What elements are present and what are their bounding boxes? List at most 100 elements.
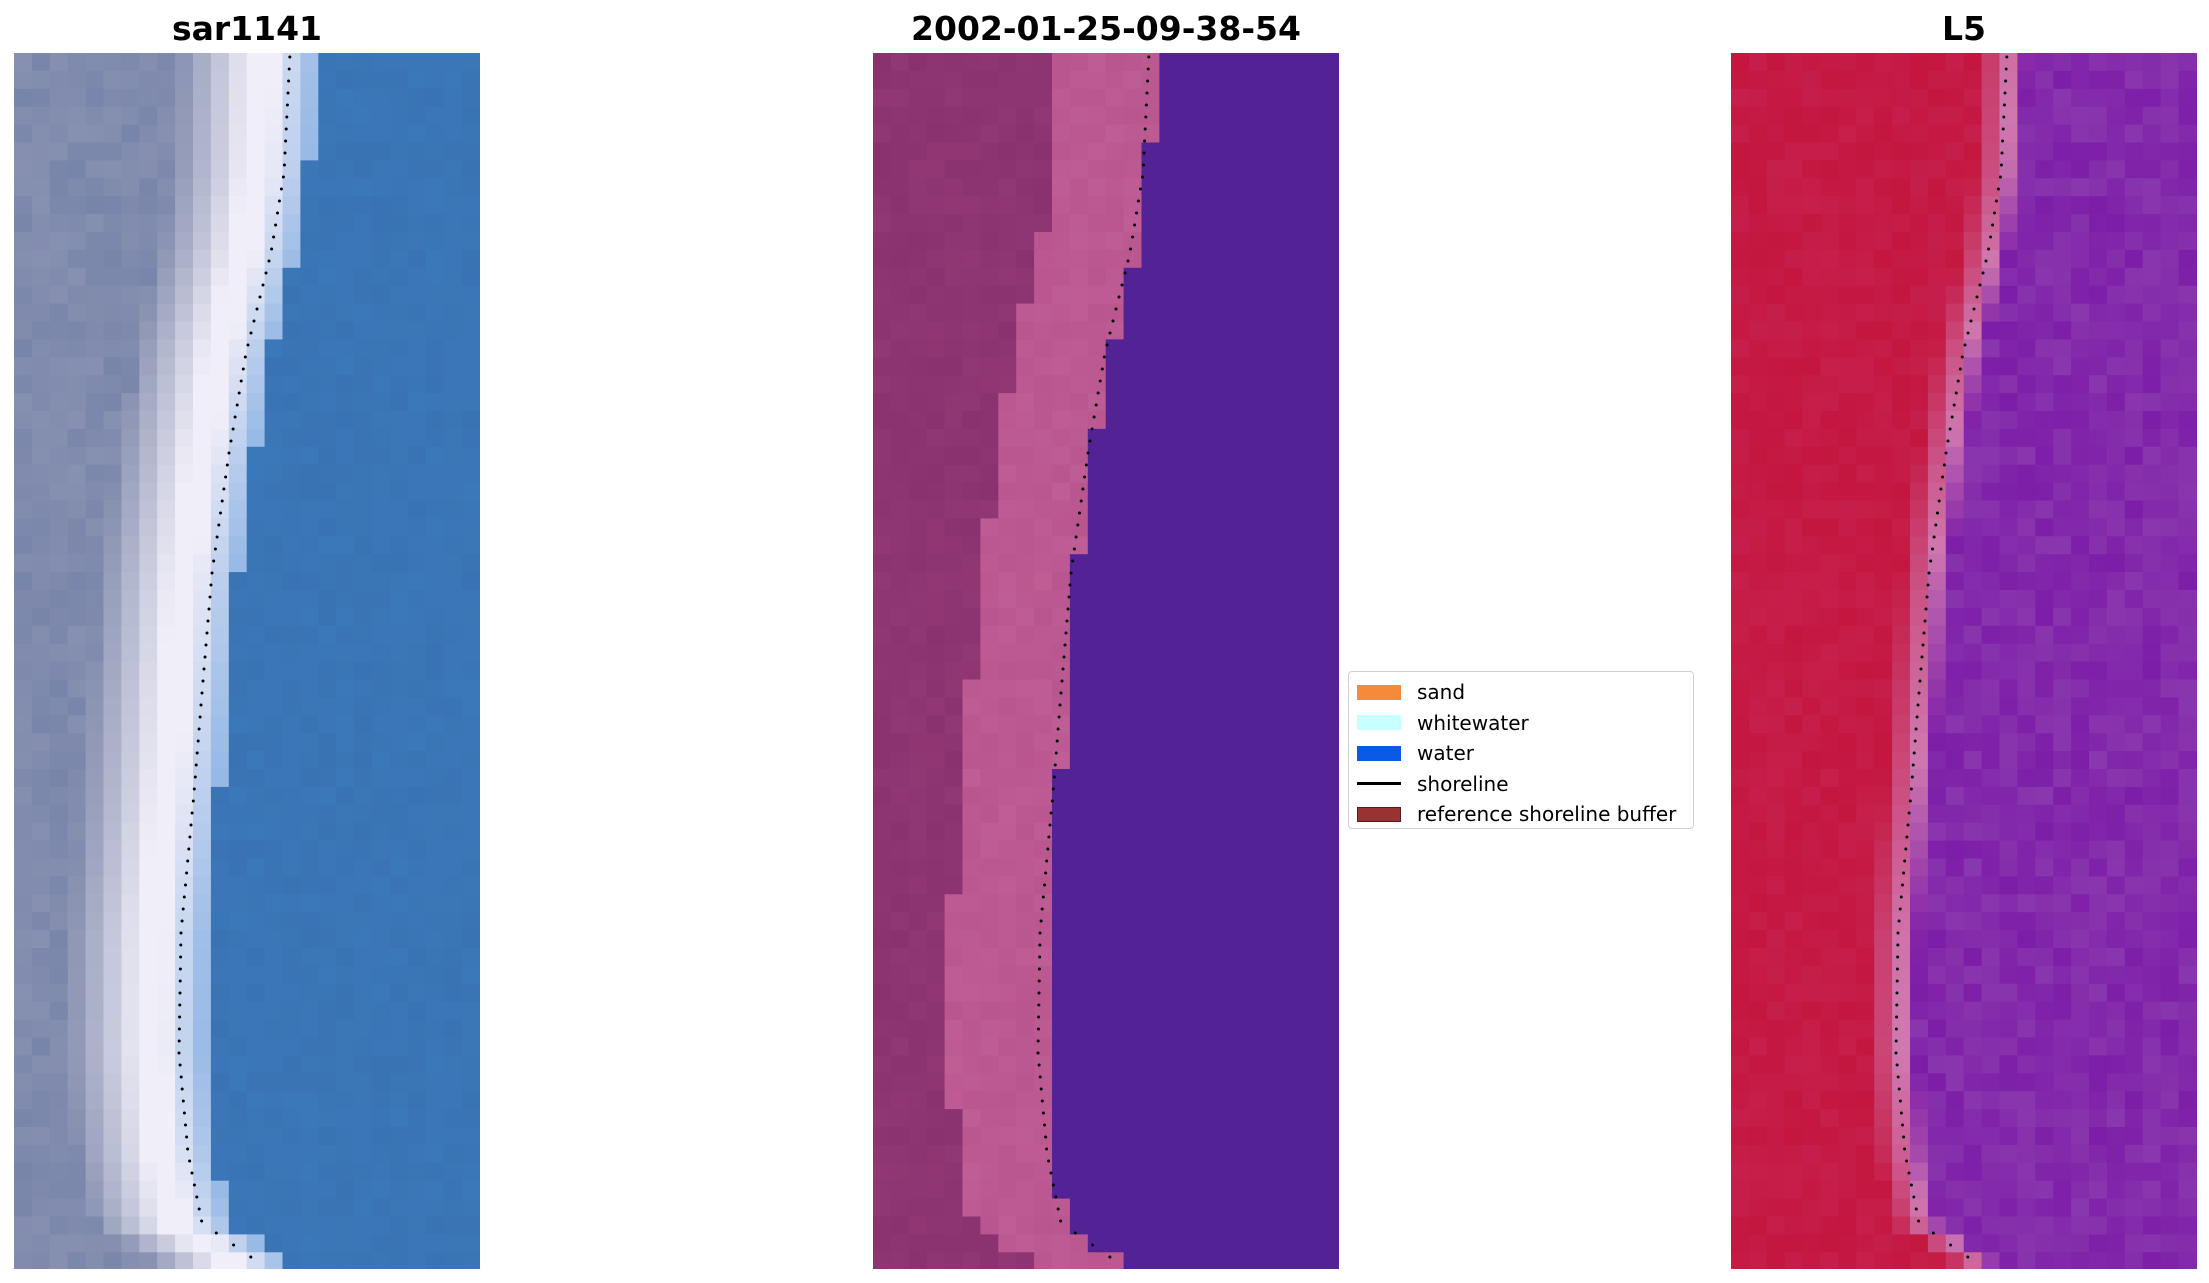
image-pixel [318, 786, 337, 806]
image-pixel [157, 1019, 176, 1039]
shoreline-point [1038, 1075, 1042, 1079]
image-pixel [1034, 1252, 1053, 1269]
image-pixel [2017, 160, 2036, 179]
image-pixel [31, 554, 51, 573]
image-pixel [2160, 715, 2180, 734]
image-pixel [139, 554, 158, 573]
image-pixel [264, 1198, 284, 1218]
image-pixel [282, 1162, 301, 1182]
image-pixel [67, 1216, 87, 1235]
image-pixel [1195, 983, 1214, 1003]
image-pixel [389, 214, 409, 233]
image-pixel [1159, 339, 1178, 358]
image-pixel [1320, 428, 1339, 448]
shoreline-point [243, 355, 247, 359]
image-pixel [425, 196, 445, 215]
image-pixel [121, 625, 140, 645]
image-pixel [908, 214, 928, 233]
image-pixel [1141, 625, 1160, 645]
image-pixel [2017, 482, 2036, 502]
image-pixel [318, 53, 337, 72]
image-pixel [1731, 715, 1750, 734]
image-pixel [157, 428, 176, 448]
shoreline-point [185, 1135, 189, 1139]
image-pixel [2089, 733, 2108, 752]
image-pixel [1213, 1091, 1232, 1110]
image-pixel [1231, 607, 1250, 627]
image-pixel [354, 1001, 373, 1021]
shoreline-point [1039, 919, 1043, 923]
image-pixel [1052, 1162, 1071, 1182]
image-pixel [1820, 715, 1839, 734]
image-pixel [49, 840, 69, 860]
image-pixel [1159, 590, 1178, 609]
image-pixel [175, 393, 194, 412]
image-pixel [980, 1144, 999, 1164]
image-pixel [372, 590, 391, 609]
image-pixel [1195, 661, 1214, 681]
image-pixel [2053, 303, 2072, 323]
image-pixel [1945, 393, 1965, 412]
image-pixel [2106, 232, 2126, 251]
image-pixel [67, 822, 87, 842]
image-pixel [354, 930, 373, 949]
image-pixel [1123, 1252, 1143, 1269]
image-pixel [873, 375, 892, 394]
image-pixel [1766, 751, 1786, 770]
image-pixel [962, 1216, 981, 1235]
image-pixel [1766, 303, 1786, 323]
image-pixel [1320, 894, 1339, 913]
image-pixel [193, 124, 212, 144]
image-pixel [890, 876, 910, 895]
image-pixel [193, 1180, 212, 1200]
image-pixel [228, 948, 248, 967]
image-pixel [1910, 249, 1929, 269]
image-pixel [121, 267, 140, 287]
image-pixel [2142, 607, 2162, 627]
image-pixel [372, 267, 391, 287]
image-pixel [282, 948, 301, 967]
image-pixel [31, 769, 51, 788]
image-pixel [1159, 428, 1178, 448]
shoreline-point [246, 343, 250, 347]
image-pixel [2071, 267, 2090, 287]
image-pixel [1052, 1055, 1071, 1074]
image-pixel [193, 1073, 212, 1092]
image-pixel [2124, 751, 2144, 770]
image-pixel [67, 1162, 87, 1182]
image-pixel [103, 518, 122, 537]
image-pixel [1838, 858, 1857, 877]
image-pixel [1069, 178, 1089, 197]
image-pixel [1820, 572, 1839, 591]
shoreline-point [1054, 751, 1058, 755]
image-pixel [67, 930, 87, 949]
image-pixel [246, 518, 266, 537]
image-pixel [318, 357, 337, 376]
image-pixel [1320, 536, 1339, 555]
shoreline-point [270, 247, 274, 251]
shoreline-point [1069, 571, 1073, 575]
image-pixel [1159, 1252, 1178, 1269]
image-pixel [443, 912, 463, 931]
image-pixel [1892, 124, 1911, 144]
image-pixel [1052, 178, 1071, 197]
image-pixel [336, 1109, 355, 1128]
image-pixel [49, 1019, 69, 1039]
image-pixel [1087, 661, 1107, 681]
image-pixel [282, 357, 301, 376]
image-pixel [1123, 1180, 1143, 1200]
image-pixel [300, 1091, 319, 1110]
image-pixel [1141, 232, 1160, 251]
image-pixel [1069, 1055, 1089, 1074]
image-pixel [193, 983, 212, 1003]
image-pixel [1266, 88, 1286, 108]
image-pixel [1248, 1073, 1268, 1092]
image-pixel [2124, 178, 2144, 197]
image-pixel [1105, 88, 1125, 108]
image-pixel [354, 912, 373, 931]
image-pixel [1087, 500, 1107, 519]
image-pixel [2178, 70, 2197, 90]
image-pixel [1874, 536, 1893, 555]
image-pixel [336, 106, 355, 126]
image-pixel [873, 607, 892, 627]
